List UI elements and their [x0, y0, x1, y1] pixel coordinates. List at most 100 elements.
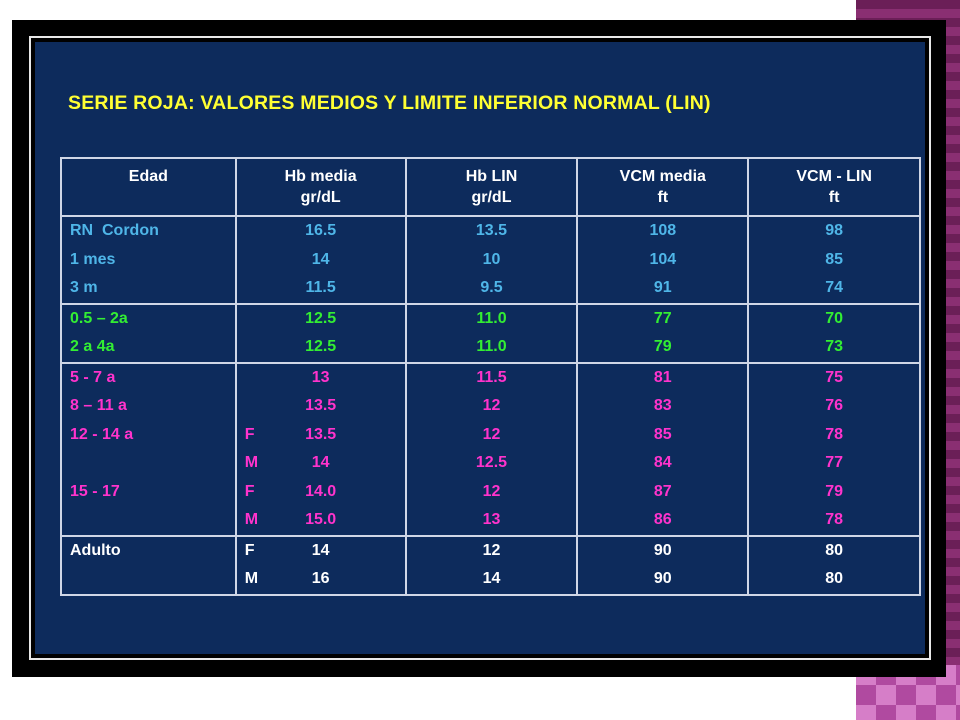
hb-media-value: 14: [311, 454, 330, 471]
vcm-value: 81: [653, 368, 672, 386]
age-value: Adulto: [70, 541, 121, 559]
vcm-lin-cell: 75 76 78 77 79 78: [747, 361, 921, 537]
table-row-group: Adulto F 14 M 16 12 14 90 90 80 80: [60, 534, 921, 596]
age-value: 8 – 11 a: [70, 397, 127, 414]
sex-label: F: [244, 425, 255, 443]
header-hb-lin-label: Hb LIN: [465, 168, 518, 185]
hblin-value: 10: [482, 250, 501, 268]
table-row-group: RN Cordon 1 mes 3 m 16.5 14 11.5 13.5 10 9.5 108 1…: [60, 215, 921, 305]
hb-media-value: 13.5: [305, 397, 337, 414]
hb-media-value: 14: [311, 250, 330, 268]
sex-label: M: [244, 454, 259, 471]
slide-title: SERIE ROJA: VALORES MEDIOS Y LIMITE INFE…: [68, 92, 711, 114]
vcm-lin-cell: 70 73: [747, 302, 921, 364]
age-value: 3 m: [70, 279, 98, 296]
age-value: 12 - 14 a: [70, 425, 134, 443]
vcmlin-value: 70: [825, 309, 844, 327]
vcmlin-value: 98: [825, 222, 844, 239]
hb-media-value: 13.5: [305, 425, 337, 443]
hblin-value: 13: [482, 511, 501, 528]
header-edad-label: Edad: [128, 168, 168, 185]
hb-media-line: M 15.0: [237, 506, 405, 535]
header-hb-media-unit: gr/dL: [300, 189, 341, 206]
hb-lin-cell: 13.5 10 9.5: [404, 215, 579, 305]
hb-lin-cell: 11.5 12 12 12.5 12 13: [404, 361, 579, 537]
vcmlin-value: 73: [825, 338, 844, 355]
hblin-value: 12: [482, 482, 501, 500]
vcmlin-value: 78: [825, 511, 844, 528]
age-value: 1 mes: [70, 250, 116, 268]
vcmlin-value: 80: [825, 541, 844, 559]
header-hb-media: Hb media gr/dL: [234, 157, 407, 217]
hb-media-value: 14.0: [305, 482, 337, 500]
header-vcm-lin-label: VCM - LIN: [796, 168, 872, 185]
hblin-value: 11.0: [476, 309, 507, 327]
hb-media-line: 13: [237, 364, 405, 393]
hb-media-line: 12.5: [237, 333, 405, 362]
hb-media-cell: 12.5 12.5: [234, 302, 407, 364]
hb-media-value: 12.5: [305, 338, 337, 355]
vcm-value: 91: [653, 279, 672, 296]
hblin-value: 11.5: [476, 368, 507, 386]
header-vcm-lin: VCM - LIN ft: [747, 157, 921, 217]
hb-media-line: F 13.5: [237, 421, 405, 450]
vcmlin-value: 76: [825, 397, 844, 414]
vcmlin-value: 78: [825, 425, 844, 443]
hb-media-line: F 14.0: [237, 478, 405, 507]
vcmlin-value: 80: [825, 570, 844, 587]
age-cell: Adulto: [60, 534, 237, 596]
slide-frame-border: [29, 36, 931, 660]
vcm-value: 83: [653, 397, 672, 414]
header-hb-media-label: Hb media: [284, 168, 357, 185]
hb-lin-cell: 12 14: [404, 534, 579, 596]
header-vcm-media-label: VCM media: [619, 168, 706, 185]
hb-media-cell: 13 13.5 F 13.5 M 14 F 14.0 M 15.0: [234, 361, 407, 537]
hb-media-line: M 16: [237, 565, 405, 594]
sex-label: F: [244, 541, 255, 559]
age-value: [62, 449, 235, 478]
age-value: 15 - 17: [70, 482, 120, 500]
red-series-table: Edad Hb media gr/dL Hb LIN gr/dL VCM med…: [60, 157, 921, 596]
hblin-value: 14: [482, 570, 501, 587]
vcm-media-cell: 81 83 85 84 87 86: [576, 361, 750, 537]
vcm-value: 90: [653, 541, 672, 559]
vcm-value: 86: [653, 511, 672, 528]
hblin-value: 11.0: [476, 338, 507, 355]
vcm-value: 79: [653, 338, 672, 355]
hb-media-value: 16: [311, 570, 330, 587]
vcmlin-value: 74: [825, 279, 844, 296]
age-cell: RN Cordon 1 mes 3 m: [60, 215, 237, 305]
age-value: 5 - 7 a: [70, 368, 116, 386]
header-hb-lin-unit: gr/dL: [471, 189, 512, 206]
vcm-value: 84: [653, 454, 672, 471]
vcm-value: 108: [649, 222, 677, 239]
hb-media-value: 11.5: [305, 279, 336, 296]
header-vcm-media: VCM media ft: [576, 157, 750, 217]
vcm-value: 77: [653, 309, 672, 327]
hblin-value: 13.5: [475, 222, 508, 239]
sex-label: M: [244, 511, 259, 528]
hb-lin-cell: 11.0 11.0: [404, 302, 579, 364]
vcmlin-value: 77: [825, 454, 844, 471]
hb-media-value: 14: [311, 541, 330, 559]
header-vcm-media-unit: ft: [657, 189, 669, 206]
hb-media-line: F 14: [237, 537, 405, 566]
table-row-group: 5 - 7 a 8 – 11 a 12 - 14 a 15 - 17 13 13.5 F 13…: [60, 361, 921, 537]
vcm-lin-cell: 98 85 74: [747, 215, 921, 305]
age-cell: 5 - 7 a 8 – 11 a 12 - 14 a 15 - 17: [60, 361, 237, 537]
hb-media-line: M 14: [237, 449, 405, 478]
age-value: RN Cordon: [70, 222, 159, 239]
hblin-value: 12: [482, 541, 501, 559]
vcm-lin-cell: 80 80: [747, 534, 921, 596]
vcm-value: 85: [653, 425, 672, 443]
vcmlin-value: 85: [825, 250, 844, 268]
vcmlin-value: 75: [825, 368, 844, 386]
hblin-value: 12.5: [475, 454, 508, 471]
age-value: [62, 565, 235, 594]
age-cell: 0.5 – 2a 2 a 4a: [60, 302, 237, 364]
vcm-value: 104: [649, 250, 677, 268]
age-value: [62, 506, 235, 535]
table-row-group: 0.5 – 2a 2 a 4a 12.5 12.5 11.0 11.0 77 79 70 73: [60, 302, 921, 364]
hb-media-value: 13: [311, 368, 330, 386]
hb-media-line: 11.5: [237, 274, 405, 303]
